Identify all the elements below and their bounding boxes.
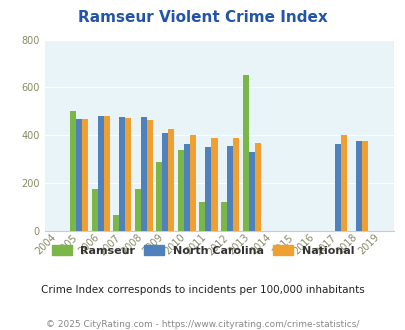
Bar bbox=[220, 202, 226, 231]
Bar bbox=[190, 135, 196, 231]
Bar bbox=[334, 144, 340, 231]
Bar bbox=[254, 143, 260, 231]
Bar bbox=[141, 117, 147, 231]
Text: © 2025 CityRating.com - https://www.cityrating.com/crime-statistics/: © 2025 CityRating.com - https://www.city… bbox=[46, 320, 359, 329]
Bar bbox=[211, 138, 217, 231]
Bar bbox=[199, 202, 205, 231]
Bar bbox=[162, 133, 168, 231]
Bar bbox=[103, 116, 109, 231]
Bar bbox=[356, 141, 361, 231]
Legend: Ramseur, North Carolina, National: Ramseur, North Carolina, National bbox=[47, 241, 358, 260]
Bar bbox=[76, 118, 82, 231]
Text: Ramseur Violent Crime Index: Ramseur Violent Crime Index bbox=[78, 10, 327, 25]
Bar bbox=[98, 116, 103, 231]
Bar bbox=[248, 152, 254, 231]
Bar bbox=[232, 138, 239, 231]
Bar bbox=[168, 129, 174, 231]
Bar bbox=[70, 112, 76, 231]
Bar bbox=[119, 117, 125, 231]
Bar bbox=[147, 120, 152, 231]
Bar bbox=[205, 147, 211, 231]
Bar bbox=[125, 118, 131, 231]
Bar bbox=[82, 118, 88, 231]
Bar bbox=[361, 141, 367, 231]
Bar bbox=[92, 189, 98, 231]
Bar bbox=[134, 189, 141, 231]
Bar bbox=[226, 146, 232, 231]
Bar bbox=[113, 215, 119, 231]
Text: Crime Index corresponds to incidents per 100,000 inhabitants: Crime Index corresponds to incidents per… bbox=[41, 285, 364, 295]
Bar bbox=[340, 135, 346, 231]
Bar bbox=[156, 162, 162, 231]
Bar bbox=[177, 150, 183, 231]
Bar bbox=[183, 144, 190, 231]
Bar bbox=[242, 76, 248, 231]
